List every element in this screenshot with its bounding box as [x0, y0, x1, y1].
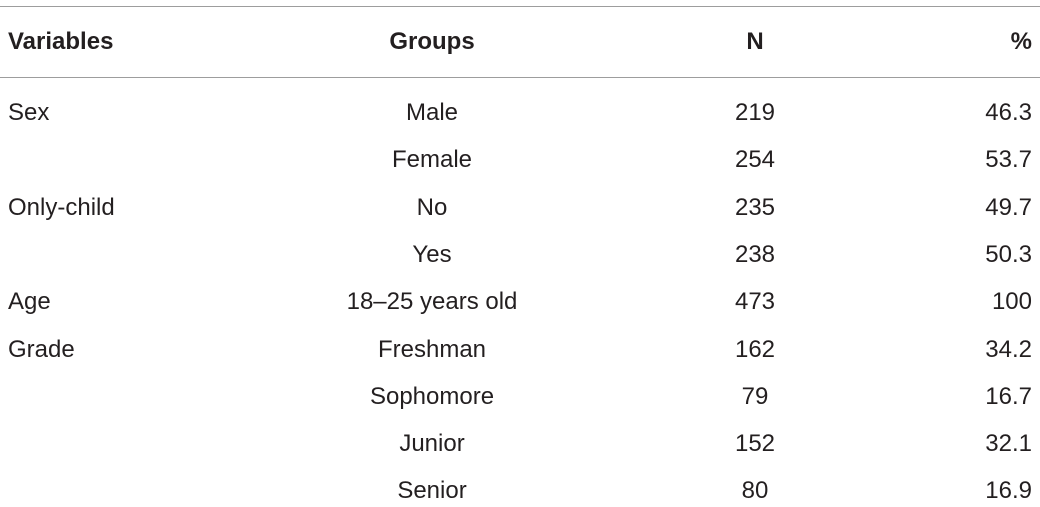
count-cell: 254: [734, 146, 776, 174]
percent-cell: 16.9: [985, 477, 1032, 505]
group-cell: Sophomore: [369, 382, 495, 410]
count-cell: 79: [741, 382, 769, 410]
group-cell: Freshman: [377, 335, 487, 363]
group-cell: No: [416, 193, 448, 221]
count-cell: 235: [734, 193, 776, 221]
variable-cell: Sex: [8, 99, 50, 126]
percent-cell: 32.1: [985, 430, 1032, 458]
percent-cell: 49.7: [985, 193, 1032, 221]
count-cell: 80: [741, 477, 769, 505]
percent-cell: 46.3: [985, 99, 1032, 126]
percent-cell: 16.7: [985, 382, 1032, 410]
header-count: N: [746, 28, 764, 55]
percent-cell: 50.3: [985, 240, 1032, 268]
header-group: Groups: [389, 28, 475, 55]
count-cell: 162: [734, 335, 776, 363]
header-percent: %: [1010, 28, 1032, 55]
variable-cell: Only-child: [8, 193, 115, 221]
count-cell: 152: [734, 430, 776, 458]
variable-cell: Grade: [8, 335, 75, 363]
percent-cell: 34.2: [985, 335, 1032, 363]
count-cell: 219: [734, 99, 776, 126]
variable-cell: Age: [8, 288, 51, 316]
group-cell: 18–25 years old: [346, 288, 518, 316]
group-cell: Male: [405, 99, 459, 126]
group-cell: Junior: [399, 430, 465, 458]
top-rule: [0, 6, 1040, 7]
count-cell: 473: [734, 288, 776, 316]
percent-cell: 100: [991, 288, 1032, 316]
percent-cell: 53.7: [985, 146, 1032, 174]
group-cell: Female: [391, 146, 473, 174]
header-variable: Variables: [8, 28, 114, 55]
header-rule: [0, 77, 1040, 78]
group-cell: Yes: [412, 240, 452, 268]
group-cell: Senior: [397, 477, 467, 505]
count-cell: 238: [734, 240, 776, 268]
